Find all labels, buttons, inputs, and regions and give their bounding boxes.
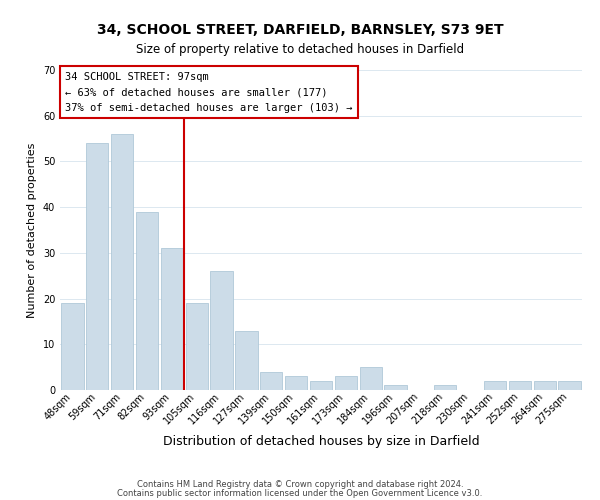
Bar bbox=[111, 134, 133, 390]
X-axis label: Distribution of detached houses by size in Darfield: Distribution of detached houses by size … bbox=[163, 434, 479, 448]
Bar bbox=[136, 212, 158, 390]
Text: 34, SCHOOL STREET, DARFIELD, BARNSLEY, S73 9ET: 34, SCHOOL STREET, DARFIELD, BARNSLEY, S… bbox=[97, 22, 503, 36]
Bar bbox=[161, 248, 183, 390]
Bar bbox=[61, 303, 83, 390]
Text: Contains HM Land Registry data © Crown copyright and database right 2024.: Contains HM Land Registry data © Crown c… bbox=[137, 480, 463, 489]
Bar bbox=[211, 271, 233, 390]
Bar bbox=[235, 330, 257, 390]
Bar bbox=[86, 143, 109, 390]
Bar bbox=[533, 381, 556, 390]
Text: Size of property relative to detached houses in Darfield: Size of property relative to detached ho… bbox=[136, 42, 464, 56]
Y-axis label: Number of detached properties: Number of detached properties bbox=[27, 142, 37, 318]
Bar bbox=[484, 381, 506, 390]
Text: 34 SCHOOL STREET: 97sqm
← 63% of detached houses are smaller (177)
37% of semi-d: 34 SCHOOL STREET: 97sqm ← 63% of detache… bbox=[65, 72, 353, 113]
Bar bbox=[434, 386, 457, 390]
Bar bbox=[260, 372, 283, 390]
Bar bbox=[509, 381, 531, 390]
Bar bbox=[285, 376, 307, 390]
Bar bbox=[385, 386, 407, 390]
Bar bbox=[335, 376, 357, 390]
Bar bbox=[310, 381, 332, 390]
Bar bbox=[359, 367, 382, 390]
Bar bbox=[185, 303, 208, 390]
Bar bbox=[559, 381, 581, 390]
Text: Contains public sector information licensed under the Open Government Licence v3: Contains public sector information licen… bbox=[118, 488, 482, 498]
